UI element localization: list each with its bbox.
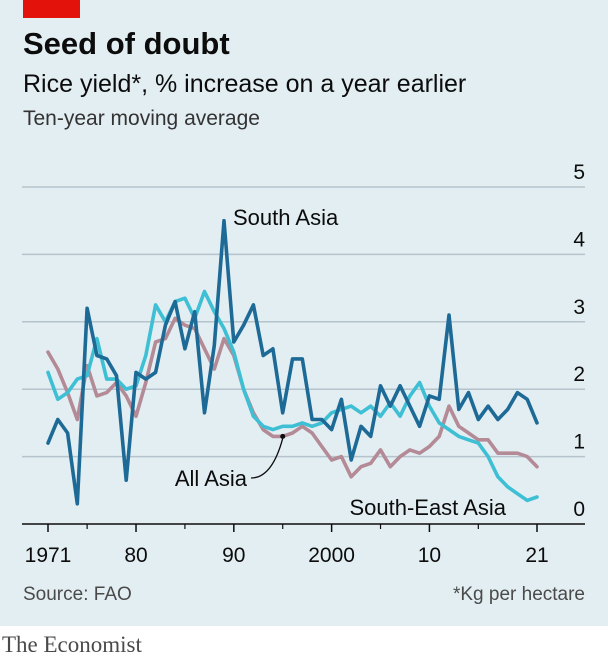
footnote: *Kg per hectare xyxy=(452,584,585,605)
y-tick-label: 5 xyxy=(573,161,585,184)
source-note: Source: FAO xyxy=(23,584,132,605)
annotation-south-asia: South Asia xyxy=(233,205,339,230)
chart-panel: Seed of doubt Rice yield*, % increase on… xyxy=(0,0,608,626)
chart-subtitle: Rice yield*, % increase on a year earlie… xyxy=(23,70,467,98)
x-tick-label: 80 xyxy=(124,544,147,567)
brand-red-tag xyxy=(23,0,80,18)
y-tick-label: 1 xyxy=(573,431,585,454)
x-tick-label: 10 xyxy=(418,544,441,567)
annotation-leader-line xyxy=(250,438,284,479)
series-line-south-asia xyxy=(46,218,539,506)
series-line-all-asia xyxy=(46,316,539,479)
series-line-south-east-asia xyxy=(46,289,539,503)
y-tick-label: 3 xyxy=(573,296,585,319)
x-tick-label: 21 xyxy=(525,544,548,567)
y-tick-label: 4 xyxy=(573,228,585,251)
y-tick-label: 0 xyxy=(573,498,585,521)
annotation-all-asia: All Asia xyxy=(175,466,248,491)
chart-subsubtitle: Ten-year moving average xyxy=(23,107,260,130)
annotation-south-east-asia: South-East Asia xyxy=(349,495,506,520)
x-tick-label: 2000 xyxy=(308,544,355,567)
line-chart: 0 1 2 3 4 5 1971 80 90 2000 10 21 South Asia All Asia… xyxy=(22,161,585,567)
brand-logo: The Economist xyxy=(2,632,142,657)
x-tick-label: 90 xyxy=(222,544,245,567)
x-tick-label: 1971 xyxy=(25,544,72,567)
y-tick-label: 2 xyxy=(573,363,585,386)
annotation-leader-dot xyxy=(280,433,286,439)
chart-title: Seed of doubt xyxy=(23,26,230,61)
